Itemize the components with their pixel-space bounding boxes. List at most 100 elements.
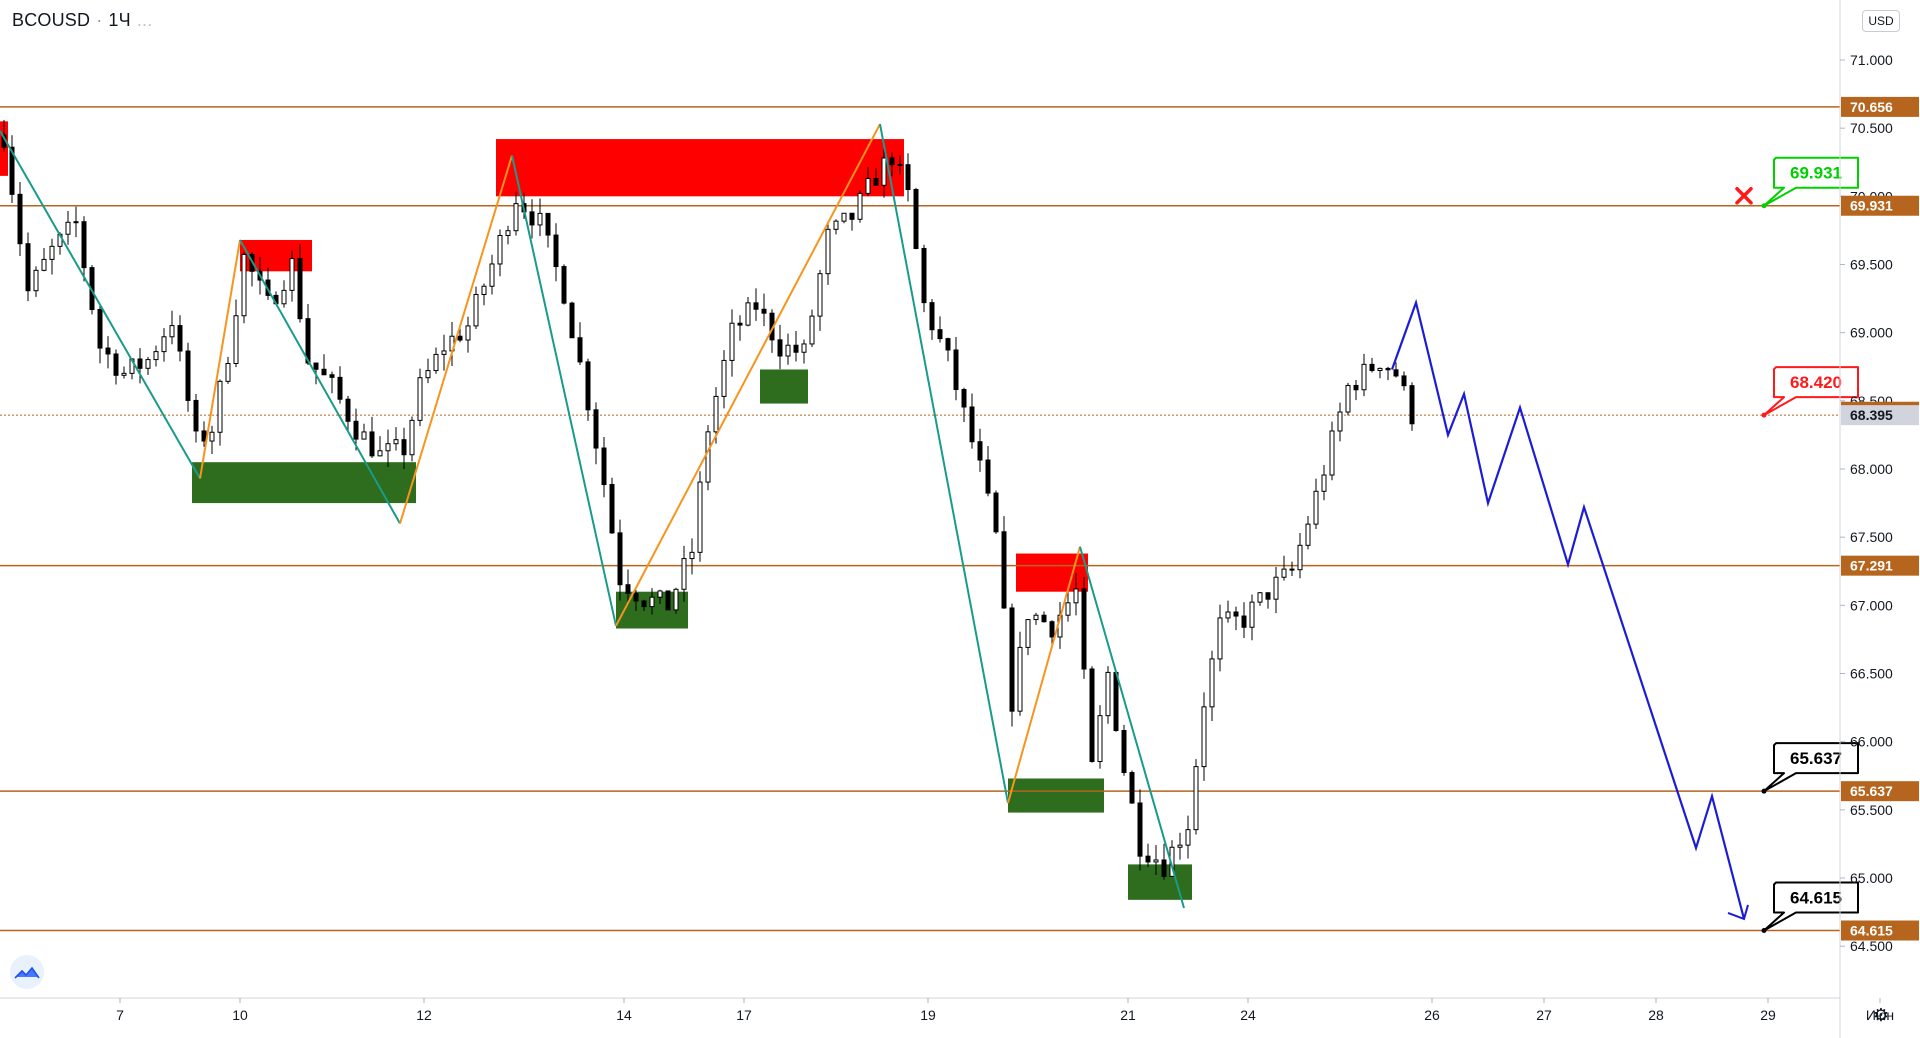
callouts-layer: 69.931 68.420 65.637 64.615 bbox=[1735, 156, 1859, 934]
candle-body bbox=[761, 308, 767, 314]
candle-body bbox=[1225, 611, 1231, 619]
demand-zone bbox=[760, 369, 808, 404]
candle-body bbox=[993, 492, 999, 533]
candle-body bbox=[1161, 859, 1167, 877]
candle-body bbox=[689, 551, 695, 560]
candle-body bbox=[1273, 576, 1279, 600]
candle-body bbox=[353, 420, 359, 440]
price-callout: 65.637 bbox=[1761, 742, 1859, 794]
candle-body bbox=[81, 221, 87, 269]
level-axis-label-bg bbox=[1841, 555, 1919, 576]
demand-zone bbox=[1008, 778, 1104, 813]
candle-body bbox=[681, 558, 687, 590]
candle-body bbox=[649, 596, 655, 608]
candle-body bbox=[41, 258, 47, 271]
level-axis-label: 64.615 bbox=[1850, 923, 1893, 939]
candle-body bbox=[1121, 730, 1127, 774]
demand-zone bbox=[192, 462, 416, 504]
candle-body bbox=[1049, 621, 1055, 638]
candle-body bbox=[625, 584, 631, 594]
time-tick-label: 7 bbox=[116, 1007, 124, 1023]
candle-body bbox=[913, 189, 919, 249]
candle-body bbox=[1025, 619, 1031, 648]
candle-body bbox=[441, 350, 447, 355]
time-tick-label: 12 bbox=[416, 1007, 432, 1023]
candle-body bbox=[641, 600, 647, 608]
candle-body bbox=[833, 220, 839, 230]
candle-body bbox=[1177, 844, 1183, 848]
candle-body bbox=[657, 590, 663, 598]
price-callout: 68.420 bbox=[1761, 366, 1859, 418]
cancelled-x-icon bbox=[1735, 186, 1753, 205]
candle-body bbox=[889, 157, 895, 166]
candle-body bbox=[953, 349, 959, 390]
zigzag-down-leg bbox=[1079, 546, 1185, 909]
candle-body bbox=[801, 343, 807, 353]
candle-body bbox=[753, 302, 759, 310]
candle-body bbox=[97, 309, 103, 349]
candle-body bbox=[713, 395, 719, 433]
candle-body bbox=[433, 353, 439, 372]
candle-body bbox=[153, 351, 159, 361]
candle-body bbox=[513, 203, 519, 232]
price-tick-label: 65.500 bbox=[1850, 802, 1893, 818]
candle-body bbox=[137, 358, 143, 369]
candle-body bbox=[1337, 411, 1343, 432]
candle-body bbox=[1001, 531, 1007, 609]
candle-body bbox=[409, 419, 415, 456]
symbol-title[interactable]: BCOUSD · 1Ч... bbox=[12, 10, 152, 31]
candle-body bbox=[1033, 614, 1039, 621]
candle-body bbox=[1385, 367, 1391, 371]
chart-settings-gear-icon[interactable]: ⚙ bbox=[1872, 1005, 1890, 1025]
candle-body bbox=[737, 322, 743, 326]
demand-zone bbox=[1128, 864, 1192, 900]
time-tick-label: 29 bbox=[1760, 1007, 1776, 1023]
price-tick-label: 66.000 bbox=[1850, 734, 1893, 750]
menu-dots[interactable]: ... bbox=[136, 10, 153, 30]
candle-body bbox=[1257, 592, 1263, 603]
callout-label: 68.420 bbox=[1790, 373, 1842, 392]
candle-body bbox=[777, 339, 783, 357]
candle-body bbox=[233, 315, 239, 364]
candle-body bbox=[161, 336, 167, 353]
candle-body bbox=[385, 443, 391, 452]
candle-body bbox=[905, 164, 911, 191]
candle-body bbox=[745, 302, 751, 326]
candle-body bbox=[1017, 646, 1023, 712]
candle-body bbox=[1353, 384, 1359, 391]
candle-body bbox=[289, 258, 295, 291]
candle-body bbox=[561, 266, 567, 304]
candle-body bbox=[1297, 544, 1303, 571]
candle-body bbox=[193, 399, 199, 432]
currency-button[interactable]: USD bbox=[1862, 10, 1900, 32]
candle-body bbox=[849, 212, 855, 220]
level-axis-label-bg bbox=[1841, 96, 1919, 117]
projection-path bbox=[1390, 298, 1746, 920]
candle-body bbox=[1129, 772, 1135, 804]
title-separator: · bbox=[96, 10, 103, 30]
candle-body bbox=[1041, 614, 1047, 623]
candle-body bbox=[25, 243, 31, 292]
levels-layer bbox=[0, 106, 1840, 932]
candle-body bbox=[481, 285, 487, 295]
time-tick-label: 10 bbox=[232, 1007, 248, 1023]
candle-body bbox=[1265, 592, 1271, 600]
tradingview-logo-icon[interactable] bbox=[10, 955, 44, 989]
candle-body bbox=[529, 211, 535, 226]
candle-body bbox=[721, 359, 727, 397]
last-price-axis-label-bg bbox=[1841, 405, 1919, 426]
candle-body bbox=[321, 368, 327, 376]
candle-body bbox=[617, 532, 623, 586]
candle-body bbox=[1073, 588, 1079, 604]
callout-anchor-dot bbox=[1761, 412, 1767, 418]
callout-label: 65.637 bbox=[1790, 749, 1842, 768]
candle-body bbox=[1193, 766, 1199, 831]
last-price-axis-label: 68.395 bbox=[1850, 407, 1893, 423]
candle-body bbox=[841, 212, 847, 222]
candle-body bbox=[377, 450, 383, 457]
candle-body bbox=[1377, 367, 1383, 371]
price-tick-label: 69.500 bbox=[1850, 256, 1893, 272]
candle-body bbox=[201, 430, 207, 442]
